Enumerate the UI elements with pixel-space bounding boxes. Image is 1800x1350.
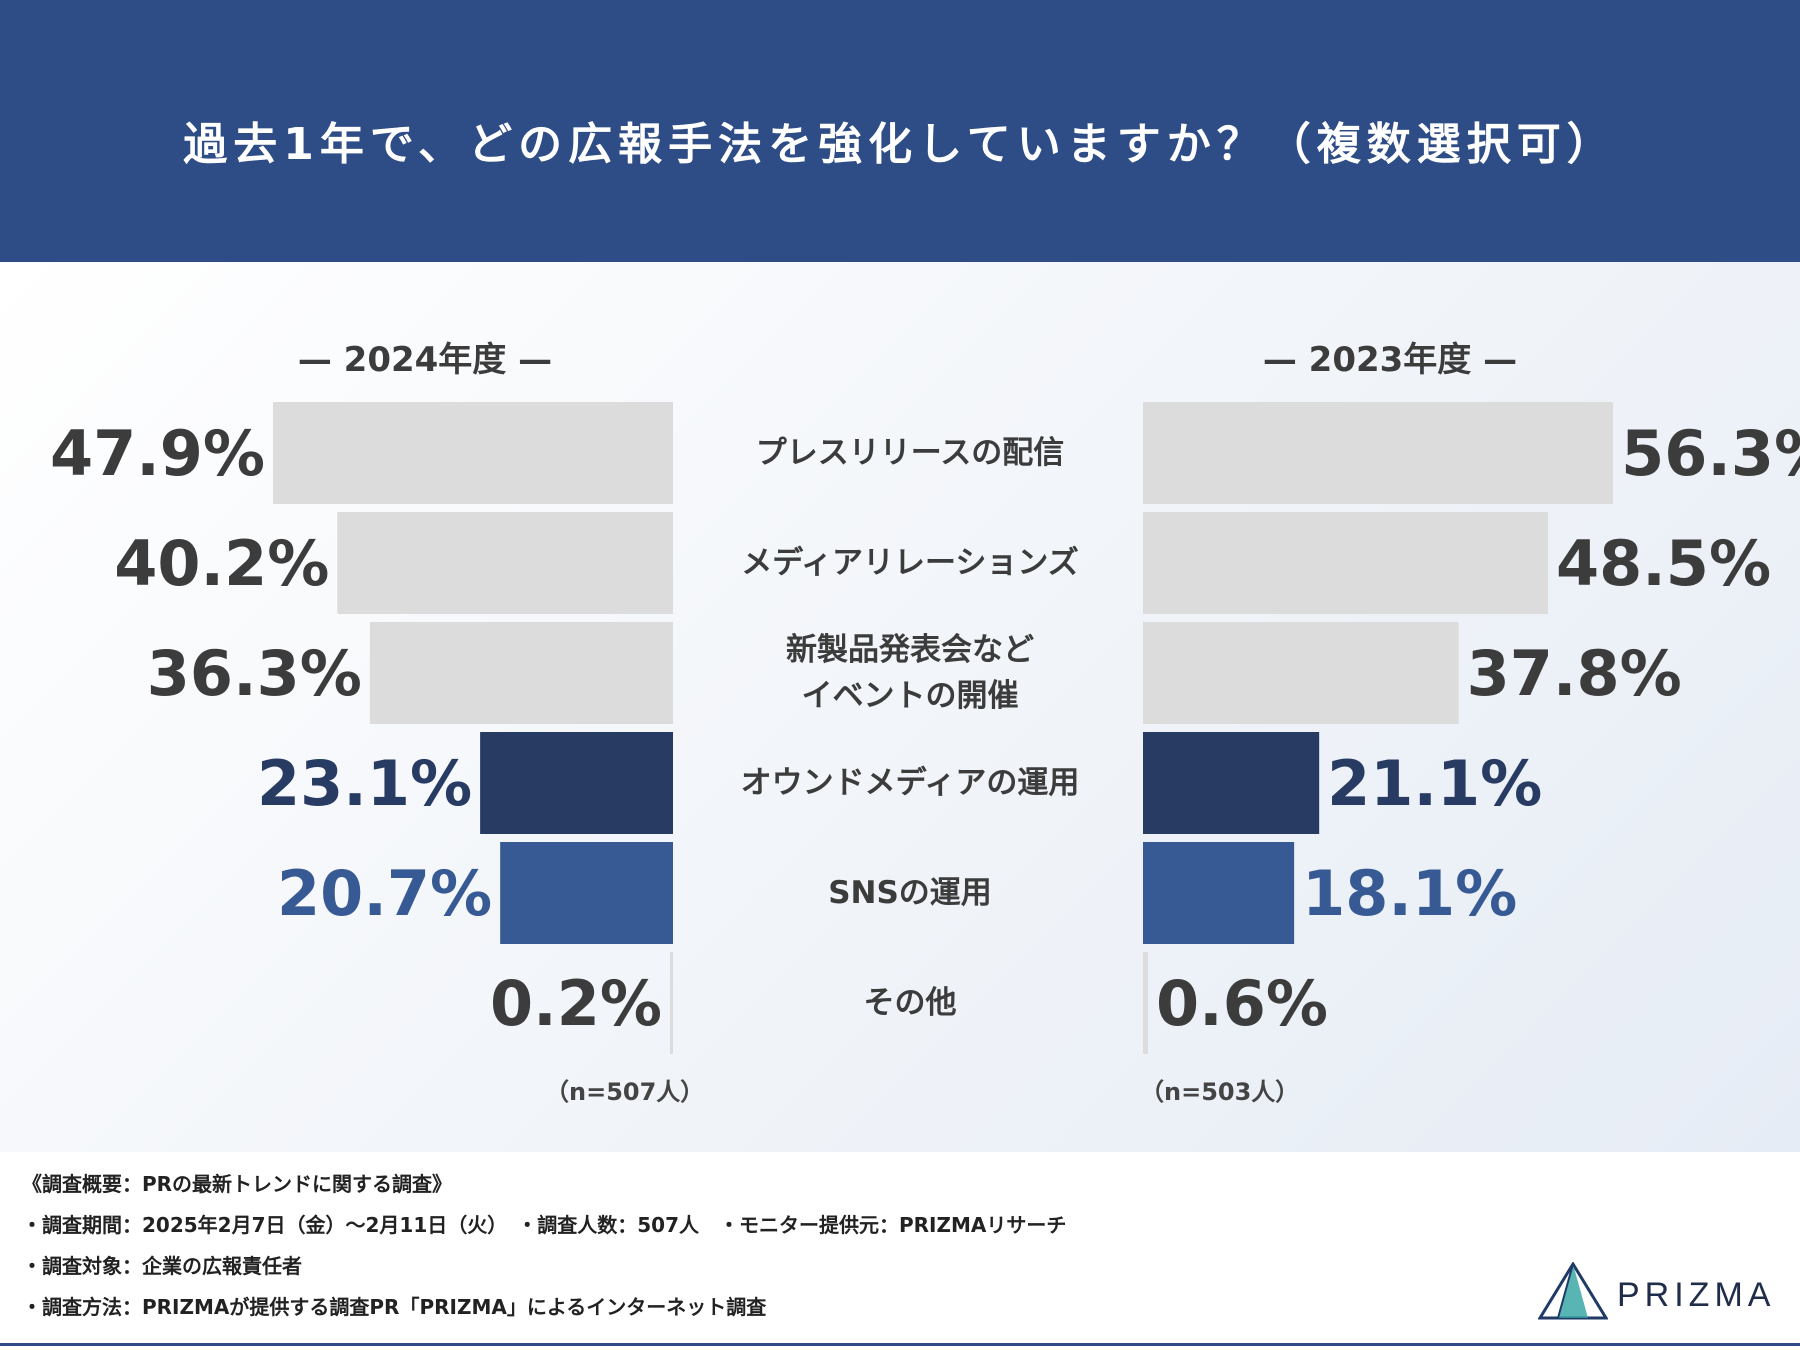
footer-rule (0, 1343, 1800, 1346)
header-banner: 過去1年で、どの広報手法を強化していますか？（複数選択可） (0, 0, 1800, 262)
bar-2023-5 (1143, 952, 1149, 1054)
value-label-2024-4: 20.7% (277, 857, 492, 930)
legend-2023: — 2023年度 — (1262, 340, 1518, 380)
page-title: 過去1年で、どの広報手法を強化していますか？（複数選択可） (183, 119, 1617, 170)
footer-line-1: 《調査概要：PRの最新トレンドに関する調査》 (22, 1172, 453, 1196)
category-label-2: 新製品発表会など イベントの開催 (786, 632, 1034, 714)
bar-2023-3 (1143, 732, 1320, 834)
category-label-5: その他 (863, 985, 957, 1021)
value-label-2023-4: 18.1% (1302, 857, 1517, 930)
value-label-2023-0: 56.3% (1621, 417, 1800, 490)
value-label-2024-1: 40.2% (114, 527, 329, 600)
bar-2024-1 (337, 512, 673, 614)
bar-2024-0 (273, 402, 673, 504)
value-label-2023-5: 0.6% (1156, 967, 1328, 1040)
sample-size-2024: （n=507人） (545, 1078, 705, 1106)
prizma-logo-text: PRIZMA (1617, 1276, 1776, 1314)
bar-2023-0 (1143, 402, 1614, 504)
value-label-2023-3: 21.1% (1327, 747, 1542, 820)
category-label-3: オウンドメディアの運用 (740, 765, 1080, 801)
value-label-2024-3: 23.1% (257, 747, 472, 820)
legend-2024: — 2024年度 — (297, 340, 553, 380)
survey-footer (0, 1152, 1800, 1350)
bar-2023-2 (1143, 622, 1459, 724)
bar-2024-2 (369, 622, 673, 724)
category-label-4: SNSの運用 (828, 875, 992, 911)
bar-2023-1 (1143, 512, 1548, 614)
category-label-0: プレスリリースの配信 (755, 435, 1065, 471)
prizma-logo-icon (1538, 1262, 1608, 1320)
footer-line-3: ・調査対象：企業の広報責任者 (22, 1254, 302, 1278)
value-label-2023-2: 37.8% (1467, 637, 1682, 710)
bar-2024-3 (480, 732, 673, 834)
value-label-2024-2: 36.3% (147, 637, 362, 710)
bar-2024-4 (500, 842, 673, 944)
footer-line-4: ・調査方法：PRIZMAが提供する調査PR「PRIZMA」によるインターネット調… (22, 1295, 767, 1319)
value-label-2023-1: 48.5% (1556, 527, 1771, 600)
value-label-2024-0: 47.9% (50, 417, 265, 490)
sample-size-2023: （n=503人） (1140, 1078, 1300, 1106)
bar-2023-4 (1143, 842, 1295, 944)
value-label-2024-5: 0.2% (490, 967, 662, 1040)
footer-line-2: ・調査期間：2025年2月7日（金）〜2月11日（火） ・調査人数：507人 ・… (22, 1213, 1067, 1237)
category-label-1: メディアリレーションズ (741, 545, 1079, 581)
bar-2024-5 (670, 952, 673, 1054)
